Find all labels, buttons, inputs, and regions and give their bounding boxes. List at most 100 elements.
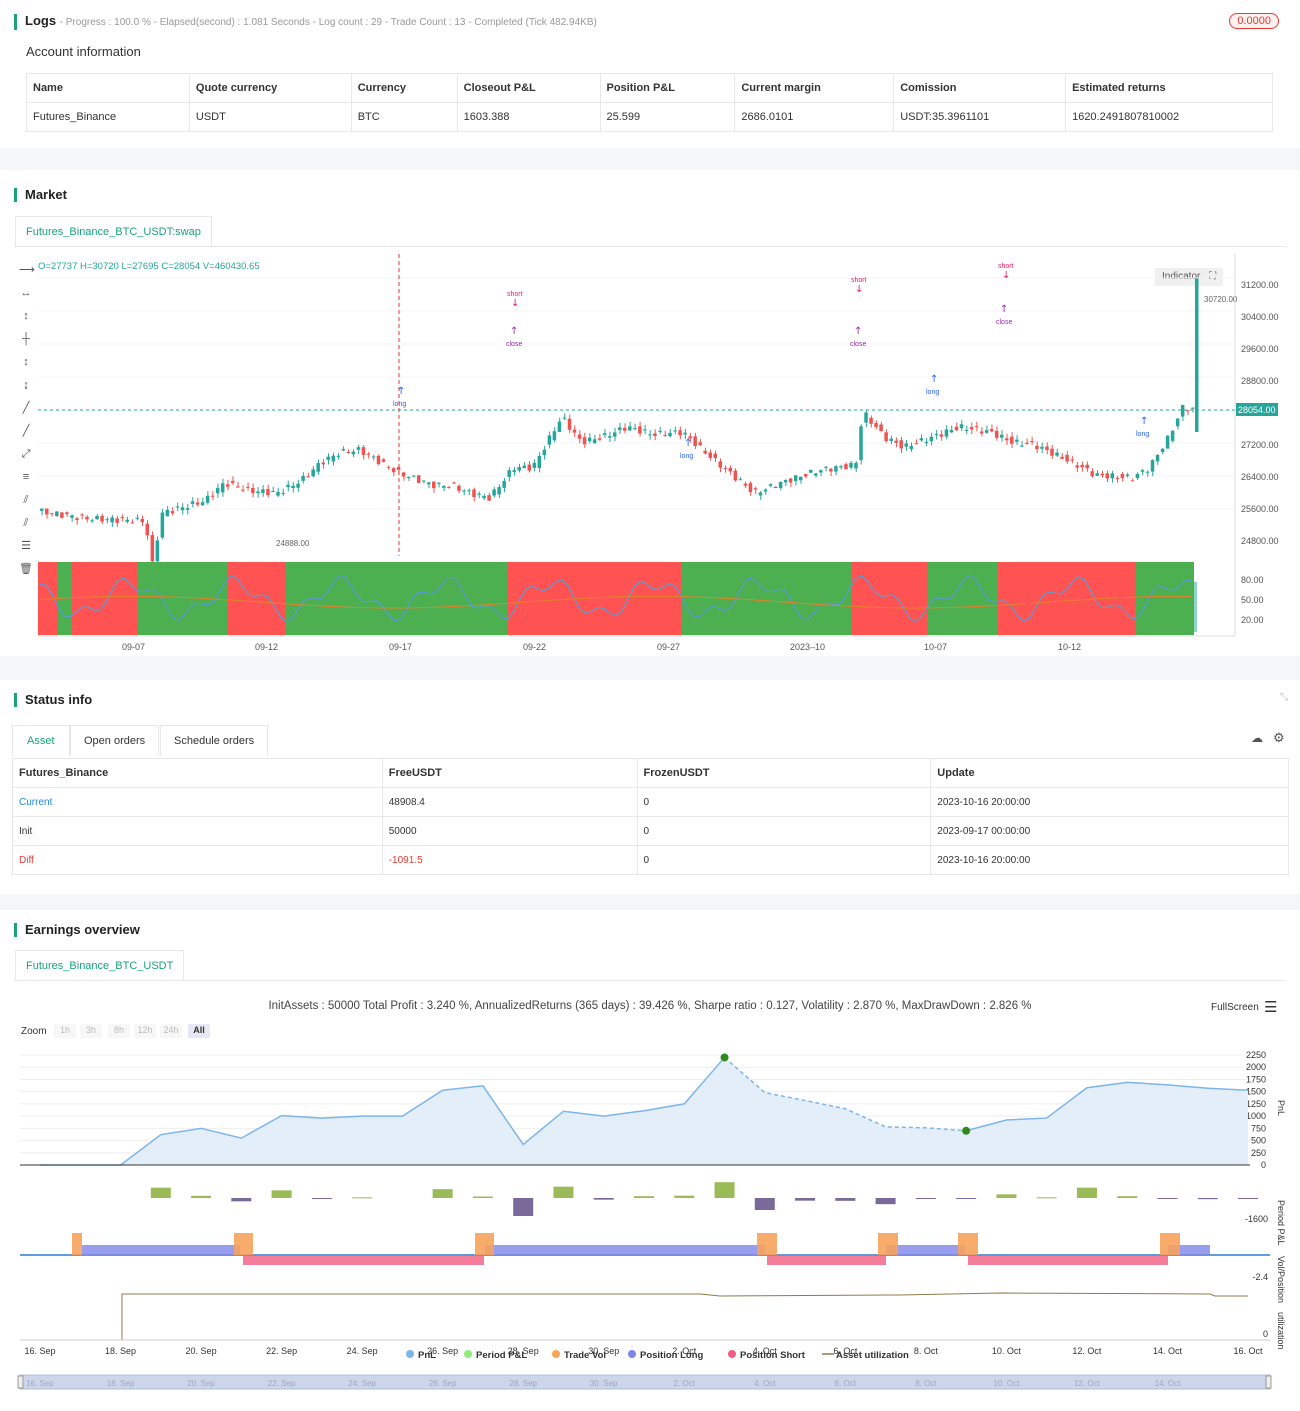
zoom-1h-button[interactable]: 1h	[54, 1024, 76, 1038]
candle-body	[949, 429, 954, 433]
asset-header-cell: Futures_Binance	[12, 758, 383, 788]
trade-vol-bar	[72, 1233, 82, 1255]
earnings-chart[interactable]: 2250 2000 1750 1500 1250 1000 750 500 250 0 PnL Per…	[0, 910, 1300, 1411]
candle-body	[658, 430, 662, 432]
candle-body	[959, 424, 964, 429]
price-tick-label: 31200.00	[1241, 280, 1279, 290]
fib-icon[interactable]: ⫽	[23, 517, 29, 529]
tab-open-orders[interactable]: Open orders	[70, 725, 160, 756]
horizontal-line-icon[interactable]: ⟶	[19, 264, 35, 276]
vertical-line-icon[interactable]: ↕	[23, 310, 29, 322]
period-pnl-bar	[593, 1198, 614, 1200]
candle-body	[1030, 441, 1034, 443]
zoom-All-button[interactable]: All	[188, 1024, 210, 1038]
fullscreen-button[interactable]: FullScreen	[1211, 1002, 1259, 1013]
period-pnl-bar	[956, 1198, 977, 1199]
candle-body	[246, 486, 250, 488]
trend-line-icon[interactable]: ╱	[22, 402, 30, 414]
candle-body	[793, 475, 798, 482]
tab-schedule-orders[interactable]: Schedule orders	[160, 725, 269, 756]
collapse-icon[interactable]: ⤡	[1280, 692, 1288, 703]
vertical-ray-icon[interactable]: ↕	[23, 356, 29, 368]
navigator-date-label: 28. Sep	[509, 1379, 537, 1388]
candle-body	[1180, 404, 1185, 417]
candle-body	[1120, 474, 1125, 478]
asset-cell: 2023-10-16 20:00:00	[930, 787, 1289, 817]
x-date-label: 30. Sep	[588, 1346, 619, 1356]
menu-icon[interactable]: ☰	[1264, 999, 1278, 1016]
trade-vol-bar	[757, 1233, 777, 1255]
candle-body	[557, 421, 562, 432]
signal-arrow: ↑	[684, 438, 692, 449]
candle-body	[482, 495, 486, 499]
navigator-date-label: 2. Oct	[674, 1379, 696, 1388]
oscillator-line	[39, 574, 1193, 623]
zoom-12h-button[interactable]: 12h	[134, 1024, 156, 1038]
earnings-title: Earnings overview	[14, 923, 140, 937]
candle-body	[130, 522, 134, 524]
navigator-date-label: 30. Sep	[590, 1379, 618, 1388]
candle-body	[371, 456, 376, 458]
account-header-row: Name Quote currency Currency Closeout P&L Po…	[26, 73, 1273, 103]
price-tick-label: 25600.00	[1241, 504, 1279, 514]
signal-arrow: ↑	[854, 326, 862, 337]
signal-label: close	[506, 341, 522, 348]
price-channel-icon[interactable]: ≡	[22, 471, 30, 483]
candle-body	[623, 427, 627, 431]
extended-line-icon[interactable]: ⤢	[21, 448, 31, 460]
pnl-tick-label: 500	[1251, 1136, 1266, 1146]
candle-body	[1055, 452, 1059, 456]
vertical-segment-icon[interactable]: ↨	[23, 379, 29, 391]
candle-body	[839, 466, 843, 468]
earnings-tab[interactable]: Futures_Binance_BTC_USDT	[15, 950, 185, 981]
gann-icon[interactable]: ☰	[21, 540, 31, 552]
x-date-label: 12. Oct	[1072, 1346, 1102, 1356]
account-header-cell: Currency	[350, 73, 458, 103]
account-cell: USDT:35.3961101	[893, 102, 1067, 132]
navigator-handle-right	[1265, 1375, 1272, 1389]
zoom-24h-button[interactable]: 24h	[160, 1024, 182, 1038]
zoom-3h-button[interactable]: 3h	[80, 1024, 102, 1038]
candle-body	[1040, 446, 1044, 449]
asset-cell: 2023-10-16 20:00:00	[930, 845, 1289, 875]
signal-label: short	[851, 277, 867, 284]
account-header-cell: Position P&L	[599, 73, 736, 103]
horizontal-ray-icon[interactable]: ↔	[20, 287, 32, 299]
period-pnl-bar	[150, 1187, 171, 1198]
zoom-label: Zoom	[21, 1026, 47, 1037]
period-pnl-bar	[513, 1198, 534, 1216]
settings-gear-icon[interactable]: ⚙	[1273, 730, 1285, 745]
parallel-channel-icon[interactable]: ⫽	[23, 494, 29, 506]
candle-body	[286, 484, 290, 488]
asset-cell: Init	[12, 816, 383, 846]
volume-bar	[1193, 582, 1197, 632]
candle-body	[271, 491, 275, 493]
candle-body	[869, 417, 873, 424]
ray-line-icon[interactable]: ╱	[22, 425, 30, 437]
price-tick-label: 28800.00	[1241, 376, 1279, 386]
candle-body	[517, 467, 521, 471]
tab-asset[interactable]: Asset	[12, 725, 70, 756]
candle-body	[1080, 464, 1084, 468]
signal-arrow: ↑	[1140, 416, 1148, 427]
oscillator-zone	[286, 562, 508, 635]
indicator-button[interactable]: Indicator ⛶	[1155, 268, 1223, 286]
candle-body	[150, 535, 155, 562]
trade-vol-bar	[958, 1233, 978, 1255]
candle-body	[452, 482, 456, 484]
candle-body	[220, 483, 225, 493]
candle-body	[391, 468, 396, 473]
zoom-8h-button[interactable]: 8h	[108, 1024, 130, 1038]
signal-label: short	[998, 263, 1014, 270]
market-tab[interactable]: Futures_Binance_BTC_USDT:swap	[15, 216, 212, 247]
axis-title: PnL	[1276, 1100, 1286, 1116]
cloud-download-icon[interactable]: ☁	[1251, 731, 1263, 745]
signal-arrow: ↑	[510, 326, 518, 337]
market-chart[interactable]: 31200.00 30400.00 29600.00 28800.00 27200.00…	[0, 246, 1300, 656]
x-date-label: 6. Oct	[833, 1346, 858, 1356]
cross-line-icon[interactable]: ┼	[22, 333, 30, 345]
asset-cell: 0	[636, 845, 932, 875]
delete-icon[interactable]: 🗑	[19, 563, 33, 575]
candle-body	[120, 517, 124, 519]
oscillator-zone	[72, 562, 138, 635]
